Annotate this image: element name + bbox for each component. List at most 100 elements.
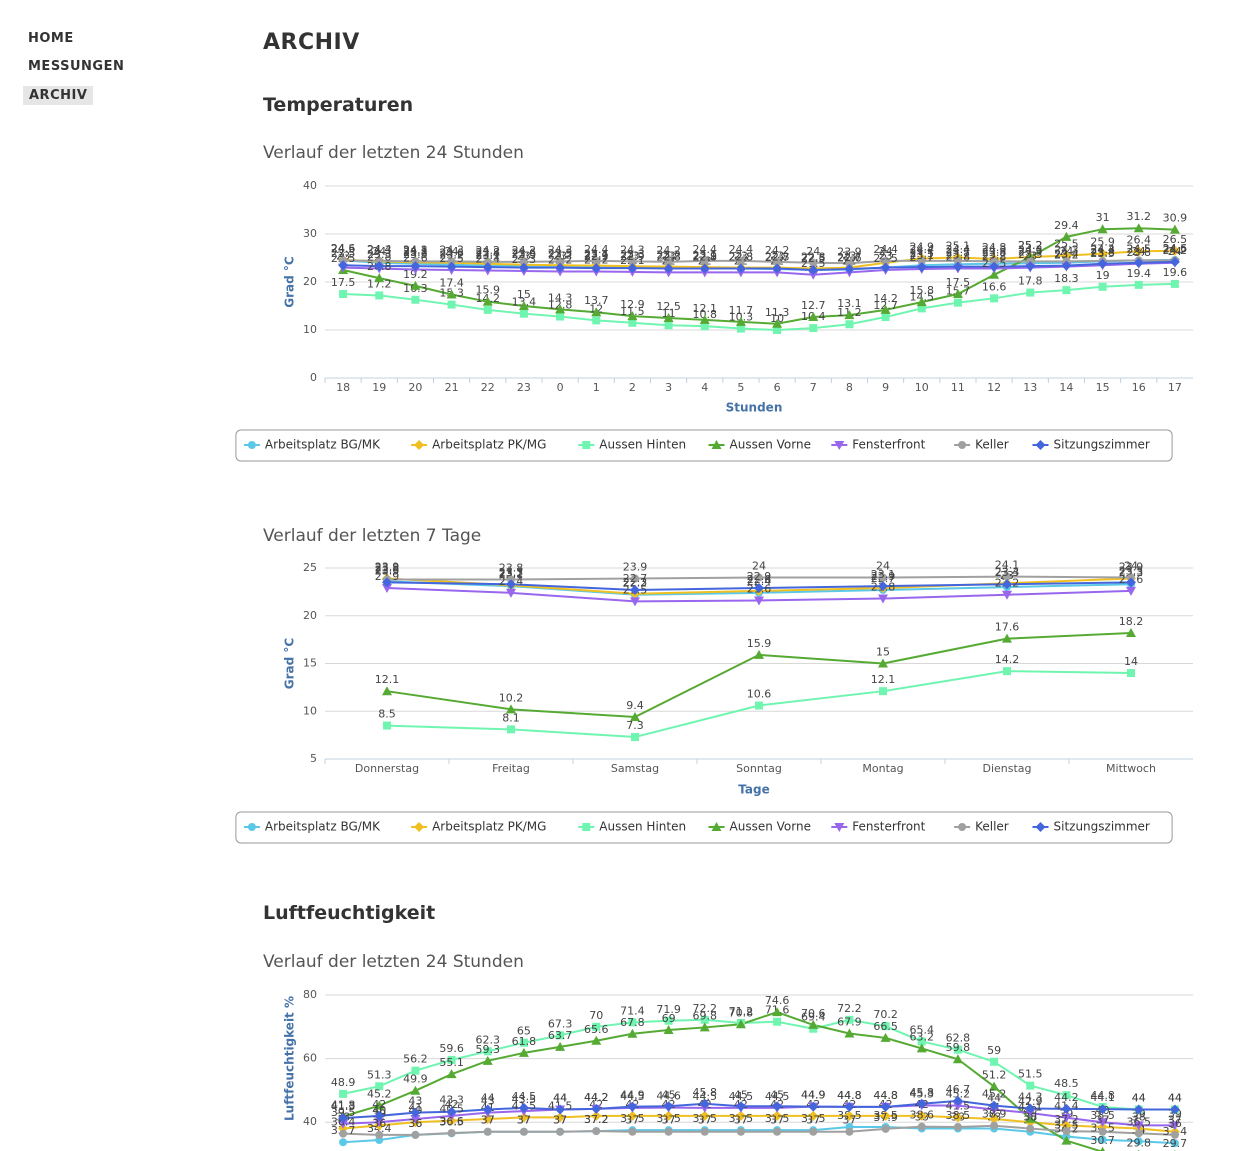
point [844, 1110, 855, 1121]
point [809, 324, 818, 333]
point [555, 1112, 566, 1123]
point [374, 273, 385, 283]
data-label: 41.3 [331, 1100, 356, 1113]
point [1098, 1127, 1107, 1136]
point [556, 312, 565, 321]
x-tick-label: 4 [701, 381, 708, 394]
data-label: 12.1 [871, 673, 896, 686]
point [447, 1129, 456, 1138]
data-label: 40 [372, 1104, 386, 1117]
series-line [342, 1011, 1106, 1151]
data-label: 70.6 [801, 1007, 826, 1020]
nav-link-active[interactable]: ARCHIV [23, 86, 94, 105]
data-label: 23.5 [1090, 247, 1115, 260]
series-line [343, 261, 1175, 276]
point [700, 322, 709, 331]
point [1025, 1103, 1036, 1114]
x-tick-label: 5 [737, 381, 744, 394]
point [664, 257, 673, 266]
data-label: 38.5 [946, 1109, 971, 1122]
data-label: 22.8 [729, 251, 754, 264]
point [630, 711, 640, 721]
point [953, 1122, 962, 1131]
legend-label: Arbeitsplatz BG/MK [265, 438, 381, 452]
data-label: 24.3 [403, 243, 428, 256]
point [844, 310, 855, 320]
data-label: 30.7 [1090, 1134, 1115, 1147]
data-label: 26.4 [1127, 233, 1152, 246]
point [628, 1127, 637, 1136]
data-label: 23.2 [1054, 249, 1079, 262]
point [700, 1015, 709, 1024]
data-label: 25.2 [1018, 239, 1043, 252]
point [809, 1127, 818, 1136]
point [735, 1101, 746, 1112]
point [879, 687, 887, 696]
data-label: 14.5 [910, 290, 935, 303]
data-label: 62.3 [476, 1033, 501, 1046]
data-label: 15 [517, 288, 531, 301]
data-label: 36.5 [1127, 1115, 1152, 1128]
x-tick-label: 2 [629, 381, 636, 394]
point [627, 1101, 638, 1112]
data-label: 14 [1124, 655, 1138, 668]
point [374, 261, 385, 272]
point [482, 296, 493, 306]
data-label: 37 [698, 1114, 712, 1127]
point [1133, 223, 1144, 233]
point [772, 1101, 783, 1112]
series-line [343, 1124, 1175, 1136]
data-label: 10.8 [693, 308, 718, 321]
data-label: 25.5 [1054, 238, 1079, 251]
series-line [342, 227, 1175, 325]
point [592, 316, 601, 325]
nav-link[interactable]: MESSUNGEN [28, 59, 125, 74]
point [916, 1043, 927, 1053]
point [446, 1106, 457, 1117]
data-label: 24.3 [367, 243, 392, 256]
point [1061, 1135, 1072, 1145]
data-label: 42 [372, 1098, 386, 1111]
point [1134, 1129, 1143, 1138]
data-label: 22.8 [982, 251, 1007, 264]
data-label: 10 [770, 312, 784, 325]
x-tick-label: 23 [517, 381, 531, 394]
y-axis-label: Grad °C [283, 256, 297, 308]
point [1134, 1137, 1143, 1146]
point [518, 1047, 529, 1057]
data-label: 71.2 [729, 1005, 754, 1018]
data-label: 23.4 [476, 248, 501, 261]
data-label: 19 [1096, 269, 1110, 282]
point [339, 1089, 348, 1098]
point [772, 263, 783, 274]
point [507, 725, 515, 734]
series-line [342, 1018, 1175, 1111]
data-label: 23.6 [439, 247, 464, 260]
point [711, 822, 722, 831]
point [1133, 1121, 1144, 1131]
point [772, 1007, 783, 1017]
point [881, 1124, 890, 1133]
data-label: 51.3 [367, 1068, 392, 1081]
point [990, 294, 999, 303]
point [1003, 667, 1011, 676]
point [664, 1016, 673, 1025]
point [1025, 261, 1036, 272]
x-tick-label: Montag [862, 762, 903, 775]
data-label: 23.8 [499, 561, 524, 574]
data-label: 56.2 [403, 1053, 428, 1066]
y-tick-label: 20 [303, 275, 317, 288]
data-label: 67.3 [548, 1017, 573, 1030]
nav-link[interactable]: HOME [28, 31, 74, 46]
point [518, 1102, 529, 1113]
point [630, 597, 640, 607]
data-label: 23.2 [946, 249, 971, 262]
point [519, 309, 528, 318]
data-label: 24 [1124, 560, 1138, 573]
data-label: 23.1 [693, 249, 718, 262]
point [916, 297, 927, 307]
series-line [343, 282, 1175, 332]
legend-label: Fensterfront [852, 438, 925, 452]
data-label: 24.8 [982, 241, 1007, 254]
data-label: 65 [517, 1025, 531, 1038]
